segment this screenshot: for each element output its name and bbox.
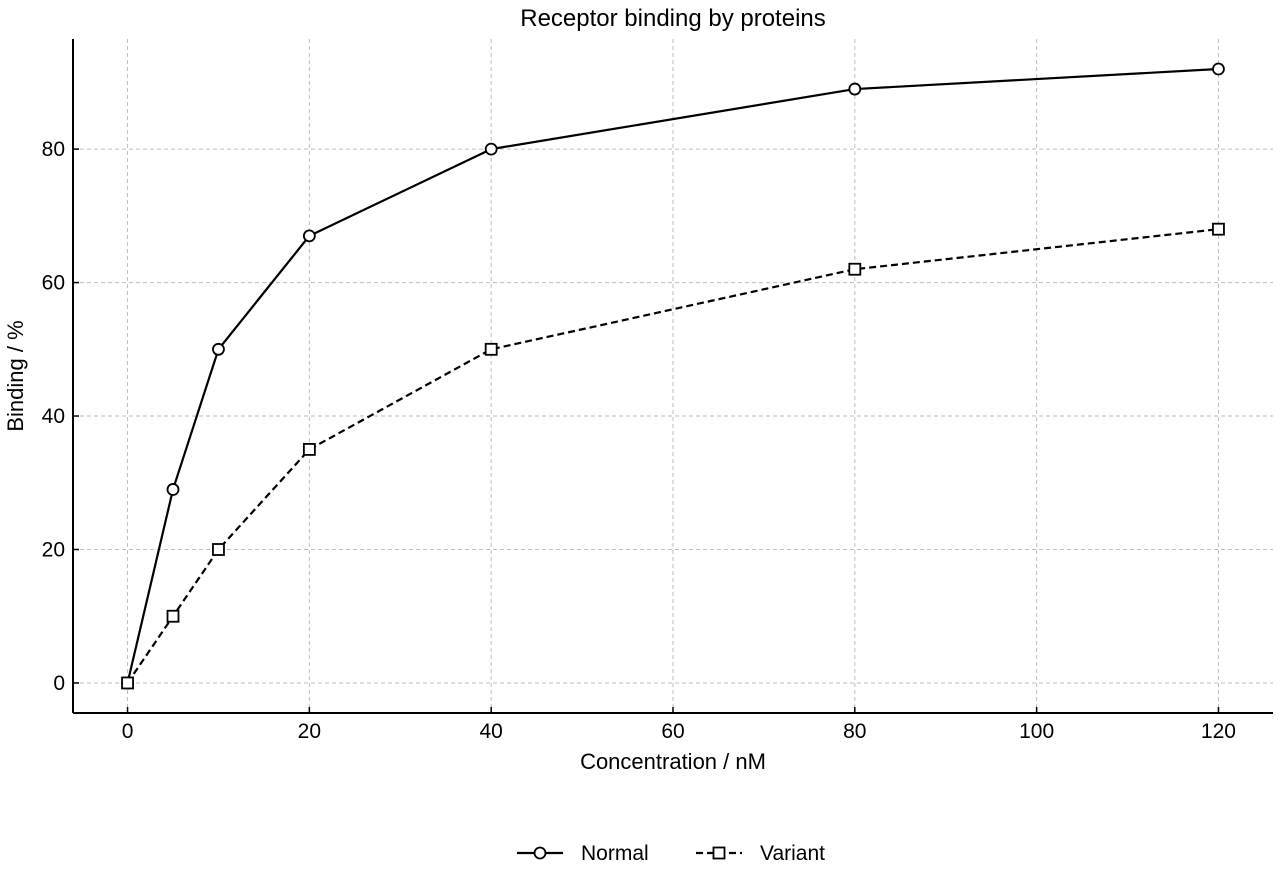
series-variant (121, 222, 1225, 690)
data-point-variant (302, 443, 316, 456)
legend-item-normal: Normal (517, 842, 649, 865)
data-point-variant (1212, 222, 1225, 236)
data-point-normal (166, 483, 180, 496)
x-axis-ticks: 0 20 40 60 80 100 120 (122, 707, 1236, 743)
x-tick-label: 60 (661, 720, 684, 743)
y-tick-label: 20 (42, 539, 65, 562)
data-point-normal (302, 229, 316, 243)
legend-marker-variant (712, 846, 726, 860)
legend: Normal Variant (517, 842, 825, 865)
x-tick-label: 0 (122, 720, 134, 743)
y-tick-label: 80 (42, 138, 65, 161)
x-tick-label: 120 (1201, 720, 1236, 743)
data-point-variant (121, 676, 134, 690)
data-point-variant (484, 342, 498, 356)
series-layer (121, 62, 1225, 690)
data-point-normal (212, 342, 225, 356)
legend-label-normal: Normal (581, 842, 649, 865)
chart-title: Receptor binding by proteins (520, 5, 826, 32)
x-tick-label: 40 (480, 720, 503, 743)
data-point-variant (848, 262, 862, 276)
legend-label-variant: Variant (760, 842, 825, 865)
data-point-normal (1212, 62, 1225, 76)
legend-marker-normal (533, 846, 547, 860)
x-tick-label: 100 (1019, 720, 1054, 743)
data-point-normal (484, 142, 498, 156)
y-tick-label: 40 (42, 405, 65, 428)
data-point-variant (212, 543, 225, 556)
x-axis-label: Concentration / nM (580, 749, 766, 774)
data-point-variant (166, 609, 180, 623)
legend-item-variant: Variant (696, 842, 825, 865)
grid (73, 39, 1273, 713)
y-tick-label: 60 (42, 272, 65, 295)
y-axis-label: Binding / % (3, 320, 28, 431)
data-point-normal (848, 82, 862, 96)
x-tick-label: 80 (843, 720, 866, 743)
y-axis-ticks: 0 20 40 60 80 (42, 138, 79, 695)
y-tick-label: 0 (53, 672, 65, 695)
x-tick-label: 20 (298, 720, 321, 743)
